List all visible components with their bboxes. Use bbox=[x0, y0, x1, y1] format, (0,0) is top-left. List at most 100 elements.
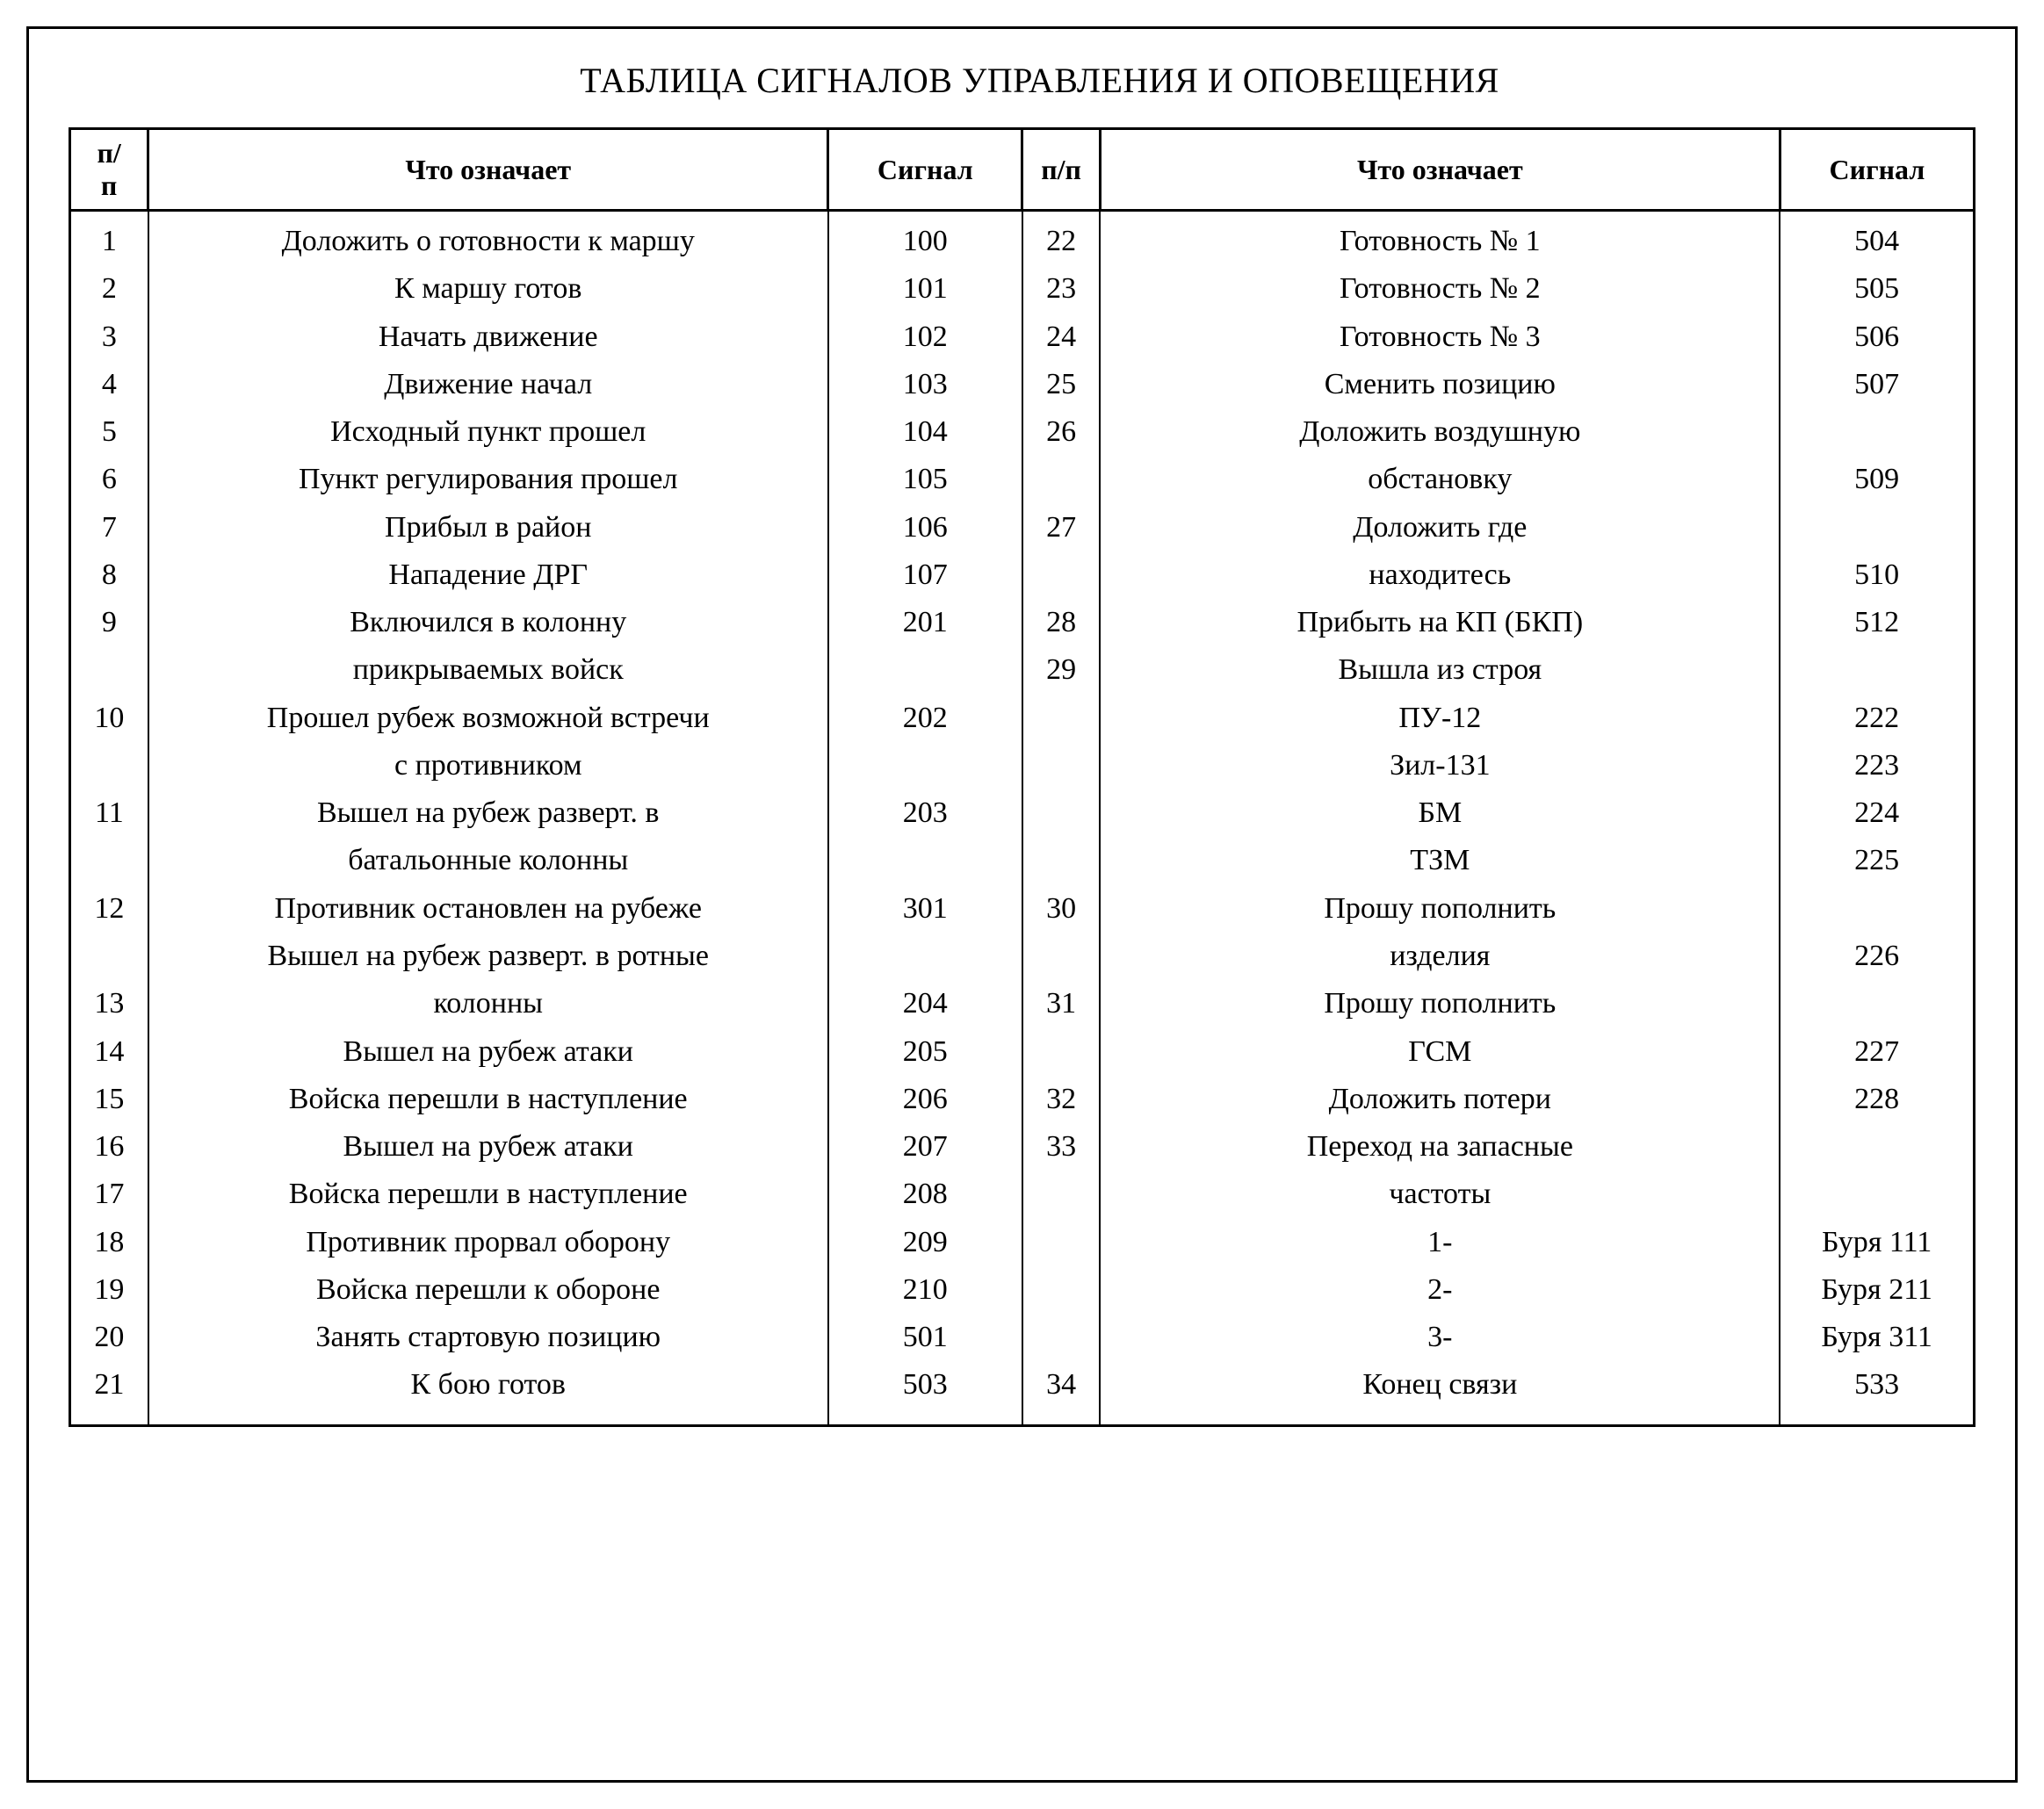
row-signal-left: 104 bbox=[828, 408, 1022, 456]
row-desc-right: частоты bbox=[1100, 1171, 1780, 1218]
row-desc-right: 3- bbox=[1100, 1314, 1780, 1361]
row-num-left bbox=[70, 742, 148, 789]
row-num-left: 18 bbox=[70, 1219, 148, 1266]
row-num-right bbox=[1022, 1219, 1100, 1266]
table-row: прикрываемых войск29Вышла из строя bbox=[70, 646, 1975, 694]
table-row: с противникомЗил-131223 bbox=[70, 742, 1975, 789]
row-signal-right: 224 bbox=[1780, 789, 1974, 837]
table-row: 19Войска перешли к обороне2102-Буря 211 bbox=[70, 1266, 1975, 1314]
row-signal-left bbox=[828, 837, 1022, 884]
row-signal-left: 207 bbox=[828, 1123, 1022, 1171]
row-signal-right: 533 bbox=[1780, 1361, 1974, 1425]
row-signal-right bbox=[1780, 885, 1974, 933]
row-num-right bbox=[1022, 1028, 1100, 1076]
row-signal-right: 504 bbox=[1780, 211, 1974, 266]
row-num-left: 20 bbox=[70, 1314, 148, 1361]
row-desc-right: Прошу пополнить bbox=[1100, 980, 1780, 1027]
table-row: 9Включился в колонну20128Прибыть на КП (… bbox=[70, 599, 1975, 646]
row-desc-left: с противником bbox=[148, 742, 828, 789]
table-row: 8Нападение ДРГ107находитесь510 bbox=[70, 551, 1975, 599]
row-desc-left: Вышел на рубеж разверт. в bbox=[148, 789, 828, 837]
row-num-left: 3 bbox=[70, 314, 148, 361]
row-num-left: 1 bbox=[70, 211, 148, 266]
row-signal-right: 507 bbox=[1780, 361, 1974, 408]
row-num-left: 9 bbox=[70, 599, 148, 646]
row-signal-right: 225 bbox=[1780, 837, 1974, 884]
row-desc-left: Занять стартовую позицию bbox=[148, 1314, 828, 1361]
col-header-signal-right: Сигнал bbox=[1780, 129, 1974, 211]
col-header-signal-left: Сигнал bbox=[828, 129, 1022, 211]
row-desc-left: Противник прорвал оборону bbox=[148, 1219, 828, 1266]
table-row: Вышел на рубеж разверт. в ротныеизделия2… bbox=[70, 933, 1975, 980]
row-desc-left: Доложить о готовности к маршу bbox=[148, 211, 828, 266]
row-signal-right: Буря 111 bbox=[1780, 1219, 1974, 1266]
row-desc-right: Готовность № 1 bbox=[1100, 211, 1780, 266]
row-num-left: 17 bbox=[70, 1171, 148, 1218]
row-desc-left: Войска перешли к обороне bbox=[148, 1266, 828, 1314]
row-desc-left: К маршу готов bbox=[148, 265, 828, 313]
row-desc-left: К бою готов bbox=[148, 1361, 828, 1425]
table-row: 6Пункт регулирования прошел105обстановку… bbox=[70, 456, 1975, 503]
row-desc-right: Готовность № 2 bbox=[1100, 265, 1780, 313]
table-row: батальонные колонныТЗМ225 bbox=[70, 837, 1975, 884]
row-signal-right bbox=[1780, 1123, 1974, 1171]
row-signal-left: 100 bbox=[828, 211, 1022, 266]
row-num-right bbox=[1022, 933, 1100, 980]
row-num-right bbox=[1022, 1314, 1100, 1361]
row-desc-left: Войска перешли в наступление bbox=[148, 1076, 828, 1123]
row-num-right bbox=[1022, 551, 1100, 599]
row-desc-left: Войска перешли в наступление bbox=[148, 1171, 828, 1218]
row-desc-left: Движение начал bbox=[148, 361, 828, 408]
row-num-left: 13 bbox=[70, 980, 148, 1027]
row-signal-left: 107 bbox=[828, 551, 1022, 599]
row-num-right bbox=[1022, 742, 1100, 789]
row-desc-left: Начать движение bbox=[148, 314, 828, 361]
row-num-left: 7 bbox=[70, 504, 148, 551]
row-desc-right: ТЗМ bbox=[1100, 837, 1780, 884]
row-signal-left: 105 bbox=[828, 456, 1022, 503]
col-header-desc-right: Что означает bbox=[1100, 129, 1780, 211]
table-row: 4Движение начал10325Сменить позицию507 bbox=[70, 361, 1975, 408]
row-signal-left: 206 bbox=[828, 1076, 1022, 1123]
row-num-left: 14 bbox=[70, 1028, 148, 1076]
row-num-right: 22 bbox=[1022, 211, 1100, 266]
row-num-right: 34 bbox=[1022, 1361, 1100, 1425]
row-num-right: 31 bbox=[1022, 980, 1100, 1027]
row-signal-left bbox=[828, 933, 1022, 980]
row-desc-right: ПУ-12 bbox=[1100, 695, 1780, 742]
row-num-right bbox=[1022, 695, 1100, 742]
page-title: ТАБЛИЦА СИГНАЛОВ УПРАВЛЕНИЯ И ОПОВЕЩЕНИЯ bbox=[104, 60, 1975, 101]
row-signal-right bbox=[1780, 1171, 1974, 1218]
row-desc-left: Вышел на рубеж атаки bbox=[148, 1028, 828, 1076]
row-desc-right: Доложить потери bbox=[1100, 1076, 1780, 1123]
table-body: 1Доложить о готовности к маршу10022Готов… bbox=[70, 211, 1975, 1426]
row-desc-right: 2- bbox=[1100, 1266, 1780, 1314]
row-signal-left: 501 bbox=[828, 1314, 1022, 1361]
row-signal-left bbox=[828, 646, 1022, 694]
row-num-left: 6 bbox=[70, 456, 148, 503]
row-signal-left: 205 bbox=[828, 1028, 1022, 1076]
row-desc-right: Доложить воздушную bbox=[1100, 408, 1780, 456]
row-num-right bbox=[1022, 837, 1100, 884]
table-row: 14Вышел на рубеж атаки205ГСМ227 bbox=[70, 1028, 1975, 1076]
row-num-right: 26 bbox=[1022, 408, 1100, 456]
row-signal-left: 106 bbox=[828, 504, 1022, 551]
row-num-left: 15 bbox=[70, 1076, 148, 1123]
row-signal-right bbox=[1780, 980, 1974, 1027]
row-desc-right: Прошу пополнить bbox=[1100, 885, 1780, 933]
table-row: 13колонны20431Прошу пополнить bbox=[70, 980, 1975, 1027]
row-num-left: 12 bbox=[70, 885, 148, 933]
row-signal-left: 202 bbox=[828, 695, 1022, 742]
row-num-left bbox=[70, 933, 148, 980]
row-desc-left: колонны bbox=[148, 980, 828, 1027]
table-row: 16Вышел на рубеж атаки20733Переход на за… bbox=[70, 1123, 1975, 1171]
row-num-right: 32 bbox=[1022, 1076, 1100, 1123]
row-num-right: 29 bbox=[1022, 646, 1100, 694]
row-signal-right: 506 bbox=[1780, 314, 1974, 361]
row-signal-left bbox=[828, 742, 1022, 789]
row-desc-left: Нападение ДРГ bbox=[148, 551, 828, 599]
row-signal-right: Буря 311 bbox=[1780, 1314, 1974, 1361]
row-signal-right: 227 bbox=[1780, 1028, 1974, 1076]
row-signal-left: 201 bbox=[828, 599, 1022, 646]
row-desc-right: Готовность № 3 bbox=[1100, 314, 1780, 361]
